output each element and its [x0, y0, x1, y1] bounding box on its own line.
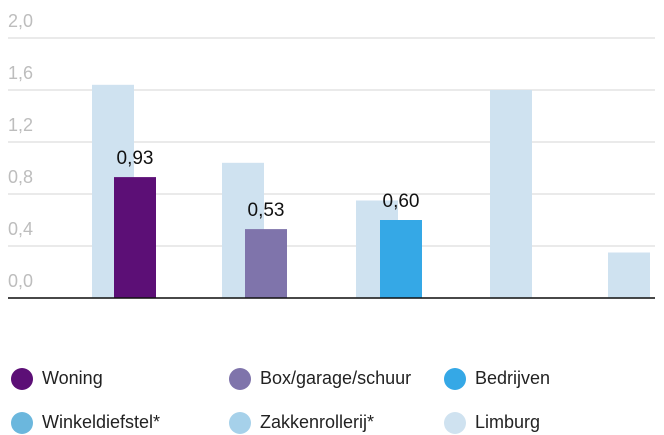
- legend-label: Bedrijven: [475, 368, 550, 388]
- y-tick-label: 2,0: [8, 11, 33, 31]
- legend-swatch: [11, 412, 33, 434]
- y-tick-label: 0,4: [8, 219, 33, 239]
- legend-label: Box/garage/schuur: [260, 368, 411, 388]
- legend-swatch: [11, 368, 33, 390]
- bar: [380, 220, 422, 298]
- y-tick-label: 1,2: [8, 115, 33, 135]
- legend-swatch: [444, 412, 466, 434]
- value-label: 0,53: [248, 200, 285, 221]
- y-tick-label: 0,0: [8, 271, 33, 291]
- legend-label: Woning: [42, 368, 103, 388]
- bar: [114, 177, 156, 298]
- bar: [490, 90, 532, 298]
- legend-label: Limburg: [475, 412, 540, 432]
- legend-swatch: [229, 368, 251, 390]
- legend-swatch: [444, 368, 466, 390]
- legend-label: Winkeldiefstel*: [42, 412, 160, 432]
- y-tick-label: 0,8: [8, 167, 33, 187]
- y-tick-label: 1,6: [8, 63, 33, 83]
- legend-label: Zakkenrollerij*: [260, 412, 374, 432]
- bar: [608, 252, 650, 298]
- value-label: 0,60: [383, 191, 420, 212]
- value-label: 0,93: [117, 148, 154, 169]
- legend-swatch: [229, 412, 251, 434]
- bar: [245, 229, 287, 298]
